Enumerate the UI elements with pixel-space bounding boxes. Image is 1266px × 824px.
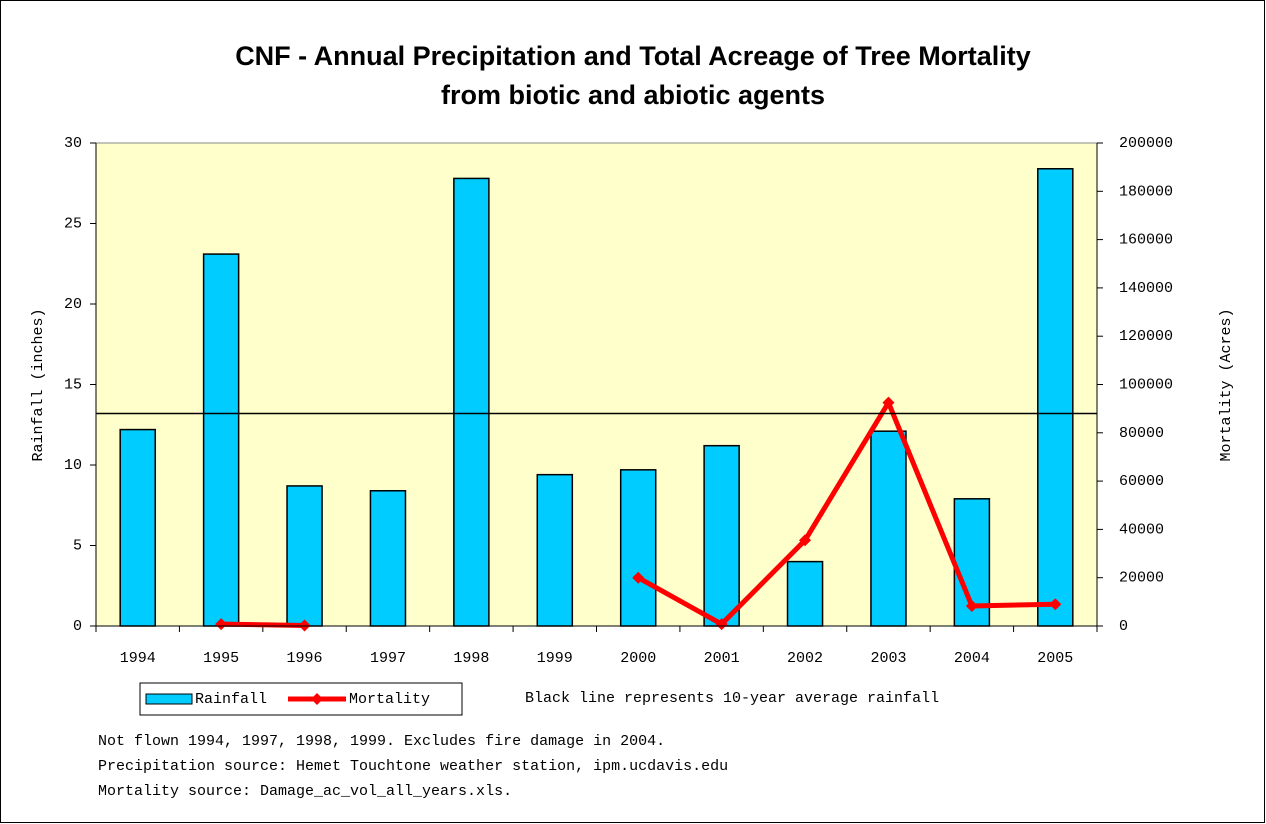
x-tick-label: 1997 <box>370 650 406 667</box>
marker <box>632 571 645 584</box>
y-tick-label: 5 <box>73 537 82 554</box>
x-tick-label: 1995 <box>203 650 239 667</box>
y2-tick-label: 40000 <box>1119 521 1164 538</box>
y2-tick-label: 100000 <box>1119 376 1173 393</box>
bar <box>786 560 824 627</box>
note: Not flown 1994, 1997, 1998, 1999. Exclud… <box>98 733 665 750</box>
legend-label: Mortality <box>349 691 430 708</box>
x-tick-label: 2001 <box>704 650 740 667</box>
line <box>221 400 1056 629</box>
chart-title: CNF - Annual Precipitation and Total Acr… <box>235 41 1031 71</box>
y2-tick-label: 180000 <box>1119 183 1173 200</box>
y-tick-label: 25 <box>64 215 82 232</box>
x-tick-label: 1998 <box>453 650 489 667</box>
bar <box>536 473 574 627</box>
y2-tick-label: 140000 <box>1119 280 1173 297</box>
bar <box>202 253 240 627</box>
y2-tick-label: 200000 <box>1119 135 1173 152</box>
y2-tick-label: 0 <box>1119 618 1128 635</box>
x-tick-label: 2000 <box>620 650 656 667</box>
bar <box>619 469 657 627</box>
y2-tick-label: 60000 <box>1119 473 1164 490</box>
bar <box>119 428 156 627</box>
x-tick-label: 2003 <box>870 650 906 667</box>
annotation: Black line represents 10-year average ra… <box>525 690 939 707</box>
marker <box>1049 598 1062 611</box>
y-tick-label: 20 <box>64 296 82 313</box>
y2-tick-label: 120000 <box>1119 328 1173 345</box>
marker <box>965 599 978 612</box>
bar <box>453 177 490 627</box>
plot-area <box>95 142 1098 627</box>
y2-tick-label: 80000 <box>1119 425 1164 442</box>
legend-swatch <box>145 693 193 705</box>
y-axis-label: Rainfall (inches) <box>30 308 47 461</box>
x-tick-label: 2004 <box>954 650 990 667</box>
bar <box>870 430 907 627</box>
bar <box>286 485 323 627</box>
y-tick-label: 30 <box>64 135 82 152</box>
x-tick-label: 1996 <box>287 650 323 667</box>
y2-axis-label: Mortality (Acres) <box>1218 308 1235 461</box>
note: Precipitation source: Hemet Touchtone we… <box>98 758 728 775</box>
legend-swatch <box>311 693 323 705</box>
marker <box>715 618 728 631</box>
marker <box>799 534 812 547</box>
note: Mortality source: Damage_ac_vol_all_year… <box>98 783 512 800</box>
y-tick-label: 10 <box>64 457 82 474</box>
x-tick-label: 2005 <box>1037 650 1073 667</box>
chart-title: from biotic and abiotic agents <box>441 80 825 110</box>
bar <box>1037 168 1074 627</box>
marker <box>215 618 228 631</box>
legend-label: Rainfall <box>195 691 267 708</box>
y2-tick-label: 160000 <box>1119 232 1173 249</box>
y-tick-label: 15 <box>64 376 82 393</box>
x-tick-label: 2002 <box>787 650 823 667</box>
y-tick-label: 0 <box>73 618 82 635</box>
x-tick-label: 1999 <box>537 650 573 667</box>
y2-tick-label: 20000 <box>1119 570 1164 587</box>
bar <box>703 444 740 627</box>
x-tick-label: 1994 <box>120 650 156 667</box>
bar <box>369 490 407 627</box>
marker <box>882 396 895 409</box>
